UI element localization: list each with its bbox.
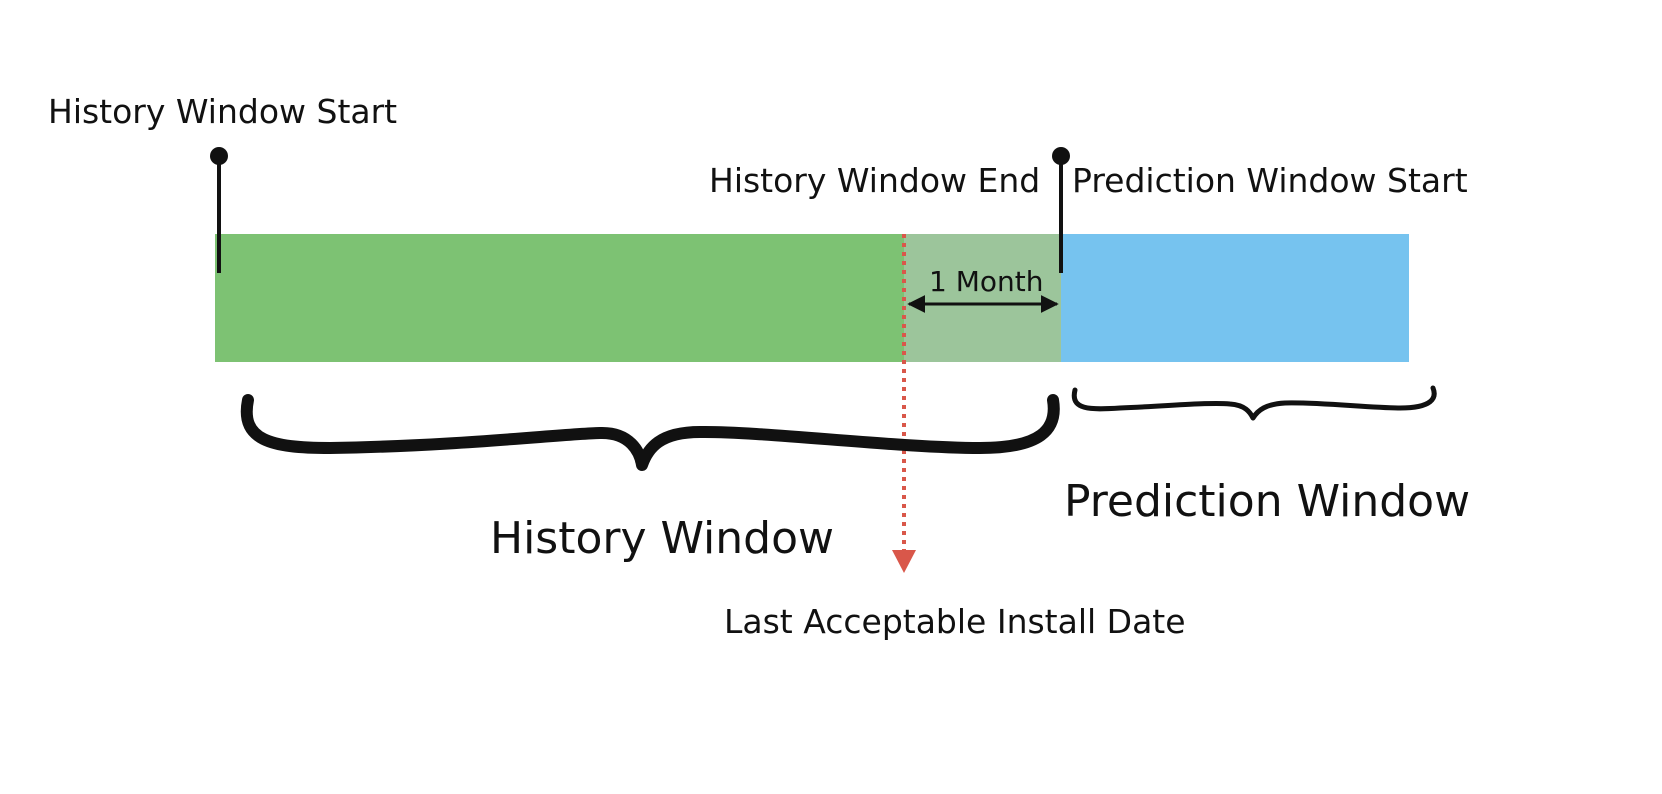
history-window-start-label: History Window Start xyxy=(48,92,398,131)
prediction-window-brace xyxy=(1071,385,1437,421)
history-end-pin-head xyxy=(1052,147,1070,165)
history-window-brace xyxy=(240,394,1060,471)
one-month-label: 1 Month xyxy=(929,265,1044,298)
last-install-arrowhead xyxy=(892,550,916,573)
prediction-window-label: Prediction Window xyxy=(1064,476,1471,527)
history-window-label: History Window xyxy=(490,513,835,564)
history-bar xyxy=(215,234,904,362)
prediction-window-start-label: Prediction Window Start xyxy=(1072,161,1468,200)
history-start-pin-head xyxy=(210,147,228,165)
buffer-bar xyxy=(904,234,1061,362)
last-acceptable-install-date-label: Last Acceptable Install Date xyxy=(724,602,1186,641)
history-window-end-label: History Window End xyxy=(709,161,1041,200)
prediction-bar xyxy=(1061,234,1409,362)
